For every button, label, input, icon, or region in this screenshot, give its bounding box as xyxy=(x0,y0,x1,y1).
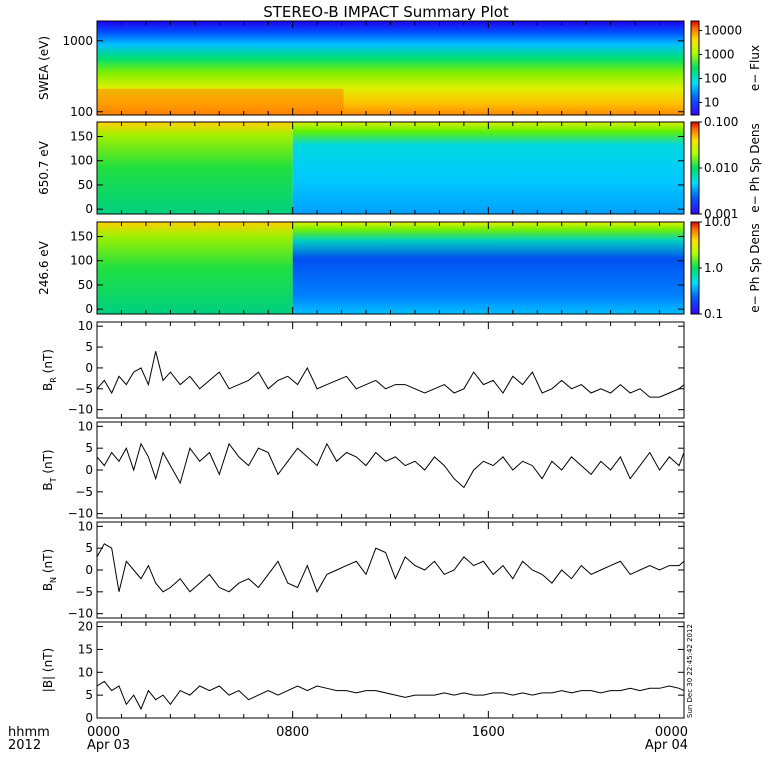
y-axis-label-unit: (nT) xyxy=(41,549,55,577)
y-axis-label: BT (nT) xyxy=(41,449,58,490)
y-tick-label: 50 xyxy=(78,278,93,292)
y-axis-label-unit: (nT) xyxy=(41,449,55,477)
y-axis-label-main: |B| (nT) xyxy=(41,648,55,692)
panel-frame xyxy=(96,421,685,519)
panel-bn: −10 −5 0 5 10 BN (nT) xyxy=(41,519,685,621)
y-tick-label: −5 xyxy=(75,485,93,499)
series-line-bmag xyxy=(96,680,685,711)
panel-frame xyxy=(96,321,685,419)
spectrogram-fill-early xyxy=(97,222,293,314)
y-tick-label: 0 xyxy=(85,361,93,375)
colorbar-tick-label: 0.100 xyxy=(704,115,738,129)
y-tick-label: 100 xyxy=(70,105,93,119)
panel-bmag: 0 5 10 15 20 |B| (nT) xyxy=(41,620,685,725)
series-line-br xyxy=(96,351,685,398)
y-axis-label: |B| (nT) xyxy=(41,648,55,692)
y-axis-label-main: B xyxy=(41,482,55,490)
panel-br: −10 −5 0 5 10 BR (nT) xyxy=(41,319,685,419)
time-tick-date-label: Apr 04 xyxy=(645,738,688,753)
time-tick-label: 0000 xyxy=(655,725,688,740)
y-axis-label: 246.6 eV xyxy=(37,240,51,295)
colorbar-tick-label: 1000 xyxy=(704,48,735,62)
y-axis-label: BN (nT) xyxy=(41,549,58,591)
colorbar-tick-label: 100 xyxy=(704,71,727,85)
y-tick-label: 15 xyxy=(78,642,93,656)
y-tick-label: −10 xyxy=(68,607,93,621)
spectrogram-fill xyxy=(97,21,684,115)
colorbar-tick-label: 10.0 xyxy=(704,215,731,229)
colorbar-tick-label: 10000 xyxy=(704,24,742,38)
y-tick-label: −5 xyxy=(75,382,93,396)
panel-frame xyxy=(96,621,685,719)
panel-pad246: 10.0 1.0 0.1 e− Ph Sp Dens 0 50 100 150 246.6 eV xyxy=(37,215,762,321)
y-tick-label: 100 xyxy=(70,254,93,268)
time-axis-corner-label-bottom: 2012 xyxy=(8,738,41,753)
colorbar-pad246 xyxy=(690,221,700,315)
y-tick-label: 0 xyxy=(85,563,93,577)
y-tick-label: 150 xyxy=(70,130,93,144)
colorbar-swea xyxy=(690,20,700,116)
colorbar-tick-label: 0.001 xyxy=(704,207,738,221)
y-axis-label: BR (nT) xyxy=(41,349,58,391)
series-line-bn xyxy=(96,543,685,593)
y-tick-label: 0 xyxy=(85,463,93,477)
time-tick-label: 1600 xyxy=(472,725,505,740)
plot-title: STEREO-B IMPACT Summary Plot xyxy=(263,3,509,21)
colorbar-tick-label: 0.010 xyxy=(704,161,738,175)
y-tick-label: 10 xyxy=(78,519,93,533)
y-tick-label: 10 xyxy=(78,319,93,333)
spectrogram-fill-late xyxy=(292,222,684,314)
spectrogram-fill-late xyxy=(292,122,684,214)
y-tick-label: −10 xyxy=(68,507,93,521)
y-tick-label: −5 xyxy=(75,585,93,599)
spectrogram-hot-band xyxy=(97,88,344,115)
y-tick-label: 100 xyxy=(70,154,93,168)
colorbar-tick-label: 1.0 xyxy=(704,261,723,275)
y-tick-label: 5 xyxy=(85,441,93,455)
y-axis-label-main: B xyxy=(41,583,55,591)
y-tick-label: 10 xyxy=(78,665,93,679)
y-tick-label: 10 xyxy=(78,419,93,433)
y-tick-label: 50 xyxy=(78,178,93,192)
y-axis-label-unit: (nT) xyxy=(41,349,55,377)
series-line-bt xyxy=(96,442,685,489)
time-tick-label: 0000 xyxy=(87,725,120,740)
y-tick-label: 20 xyxy=(78,620,93,634)
y-tick-label: 5 xyxy=(85,541,93,555)
y-axis-label: SWEA (eV) xyxy=(37,36,51,100)
y-tick-label: 150 xyxy=(70,230,93,244)
y-tick-label: 0 xyxy=(85,202,93,216)
time-axis-corner-label-top: hhmm xyxy=(8,725,50,740)
colorbar-tick-label: 10 xyxy=(704,95,719,109)
y-tick-label: 5 xyxy=(85,688,93,702)
y-tick-label: 1000 xyxy=(62,34,93,48)
panel-swea: 10000 1000 100 10 e− Flux 100 1000 SWEA (eV) xyxy=(37,20,762,119)
colorbar-label: e− Ph Sp Dens xyxy=(748,223,762,312)
colorbar-label: e− Ph Sp Dens xyxy=(748,123,762,212)
y-tick-label: 0 xyxy=(85,711,93,725)
colorbar-label: e− Flux xyxy=(748,45,762,91)
y-tick-label: 5 xyxy=(85,340,93,354)
y-axis-label: 650.7 eV xyxy=(37,140,51,195)
panel-frame xyxy=(96,521,685,619)
timestamp-label: Sun Dec 30 22:45:42 2012 xyxy=(686,624,694,718)
time-tick-date-label: Apr 03 xyxy=(87,738,130,753)
spectrogram-fill-early xyxy=(97,122,293,214)
time-tick-label: 0800 xyxy=(276,725,309,740)
colorbar-tick-label: 0.1 xyxy=(704,307,723,321)
y-axis-label-main: B xyxy=(41,383,55,391)
y-axis-label-subscript: R xyxy=(49,377,58,383)
y-tick-label: 0 xyxy=(85,302,93,316)
panel-pad650: 0.100 0.010 0.001 e− Ph Sp Dens 0 50 100 150 650… xyxy=(37,115,762,221)
colorbar-pad650 xyxy=(690,121,700,215)
y-tick-label: −10 xyxy=(68,403,93,417)
y-axis-label-subscript: N xyxy=(49,577,58,583)
y-axis-label-subscript: T xyxy=(49,477,58,483)
panel-bt: −10 −5 0 5 10 BT (nT) xyxy=(41,419,685,521)
